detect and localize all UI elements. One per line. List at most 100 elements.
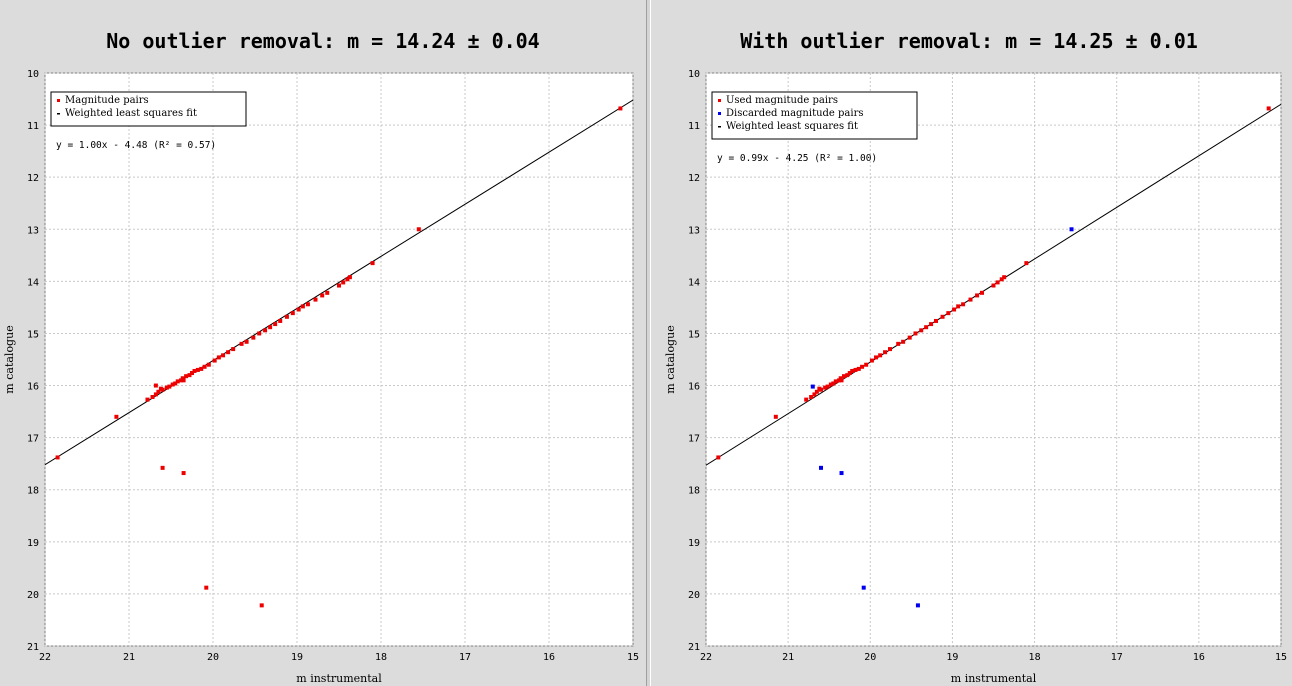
- data-point: [869, 358, 874, 363]
- data-point: [190, 371, 194, 376]
- data-point: [853, 367, 858, 372]
- legend-box: [50, 91, 247, 127]
- data-point: [810, 384, 815, 389]
- x-tick-label: 21: [782, 652, 794, 663]
- data-point: [956, 304, 961, 309]
- x-tick-label: 20: [207, 652, 219, 663]
- data-point: [158, 386, 163, 391]
- data-point: [980, 290, 984, 295]
- data-point: [153, 392, 158, 397]
- data-point: [975, 293, 980, 298]
- data-point: [804, 397, 809, 402]
- data-point: [1069, 227, 1074, 232]
- data-point: [864, 362, 869, 367]
- y-tick-label: 15: [27, 329, 39, 340]
- legend: Used magnitude pairs Discarded magnitude …: [711, 91, 918, 140]
- fit-line: [45, 99, 633, 466]
- chart-panel-right: With outlier removal: m = 14.25 ± 0.01 22…: [651, 0, 1292, 686]
- data-point: [337, 283, 341, 288]
- y-tick-label: 13: [27, 225, 39, 236]
- data-point: [268, 325, 273, 330]
- grid: [705, 72, 1282, 647]
- fit-equation: y = 1.00x - 4.48 (R² = 0.57): [56, 140, 216, 151]
- data-point: [915, 603, 920, 608]
- series-0: [55, 106, 623, 608]
- data-point: [239, 341, 244, 346]
- data-point: [812, 392, 817, 397]
- data-point: [940, 314, 945, 319]
- data-point: [919, 328, 924, 333]
- x-tick-label: 21: [123, 652, 135, 663]
- data-point: [290, 311, 295, 316]
- series-1: [810, 227, 1074, 608]
- legend-marker: [718, 126, 721, 128]
- legend-label: Weighted least squares fit: [726, 121, 858, 132]
- data-point: [313, 297, 318, 302]
- data-point: [114, 414, 119, 419]
- data-point: [416, 227, 421, 232]
- data-point: [825, 384, 830, 389]
- y-tick-label: 18: [27, 486, 39, 497]
- data-point: [773, 414, 778, 419]
- y-tick-label: 15: [688, 329, 700, 340]
- data-point: [325, 290, 330, 295]
- legend-marker: [718, 99, 721, 102]
- legend-label: Discarded magnitude pairs: [726, 108, 864, 119]
- x-tick-label: 22: [39, 652, 51, 663]
- data-point: [181, 471, 186, 476]
- data-point: [175, 379, 180, 384]
- data-point: [883, 350, 888, 355]
- data-point: [341, 280, 346, 285]
- data-point: [999, 277, 1004, 282]
- x-tick-label: 22: [700, 652, 712, 663]
- x-axis-label: m instrumental: [296, 672, 382, 685]
- data-point: [1024, 261, 1029, 266]
- data-point: [837, 378, 842, 383]
- data-point: [300, 304, 305, 309]
- data-point: [817, 386, 822, 391]
- x-tick-label: 18: [375, 652, 387, 663]
- fit-equation: y = 0.99x - 4.25 (R² = 1.00): [717, 153, 877, 164]
- x-tick-label: 17: [459, 652, 471, 663]
- plot-area: [44, 72, 634, 647]
- chart-title: No outlier removal: m = 14.24 ± 0.04: [106, 29, 539, 53]
- legend-marker: [718, 112, 721, 115]
- data-point: [195, 367, 200, 372]
- data-point: [907, 335, 912, 340]
- data-point: [202, 364, 207, 369]
- y-tick-label: 18: [688, 486, 700, 497]
- data-point: [180, 376, 185, 381]
- legend-label: Used magnitude pairs: [726, 95, 838, 106]
- data-point: [259, 603, 264, 608]
- data-point: [828, 382, 833, 387]
- legend-label: Weighted least squares fit: [65, 108, 197, 119]
- data-point: [216, 355, 221, 360]
- data-point: [850, 368, 855, 373]
- data-point: [199, 366, 204, 371]
- chart-panel-left: No outlier removal: m = 14.24 ± 0.04 22 21…: [3, 29, 640, 685]
- x-axis-label: m instrumental: [951, 672, 1037, 685]
- x-tick-label: 16: [1193, 652, 1205, 663]
- data-point: [861, 585, 866, 590]
- y-tick-label: 19: [27, 538, 39, 549]
- data-point: [934, 318, 938, 323]
- data-point: [156, 389, 161, 394]
- data-point: [839, 471, 844, 476]
- data-point: [231, 347, 236, 352]
- splitter-handle[interactable]: [646, 0, 651, 686]
- fit-layer: [45, 99, 633, 466]
- y-tick-label: 17: [688, 434, 700, 445]
- data-point: [819, 465, 823, 470]
- y-tick-label: 20: [27, 590, 39, 601]
- y-tick-label: 10: [688, 69, 700, 80]
- data-point: [901, 339, 906, 344]
- y-tick-label: 14: [27, 277, 39, 288]
- y-tick-label: 21: [27, 642, 39, 653]
- x-tick-label: 15: [627, 652, 639, 663]
- legend-box: [711, 91, 918, 140]
- data-point: [716, 455, 721, 460]
- data-point: [153, 383, 158, 388]
- data-point: [839, 378, 844, 383]
- data-point: [187, 373, 192, 378]
